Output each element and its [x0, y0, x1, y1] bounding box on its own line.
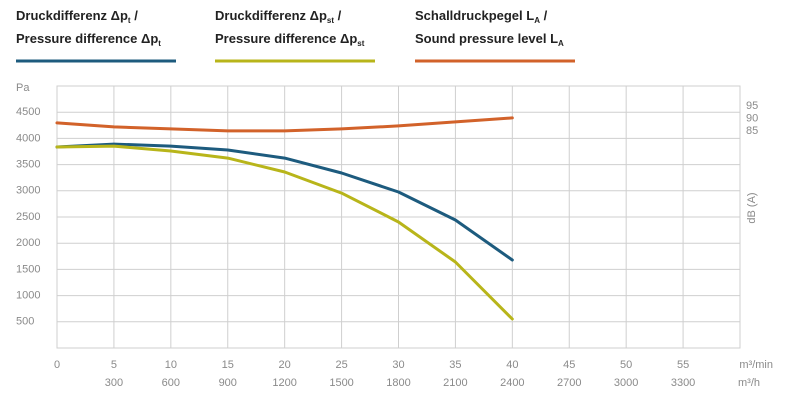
x2-tick-label: 3000 [614, 377, 638, 389]
legend-text: / [131, 8, 139, 23]
y2-tick-label: 85 [746, 125, 758, 137]
x-tick-label: 20 [279, 359, 291, 371]
y2-axis-label: dB (A) [746, 192, 758, 223]
y-tick-label: 500 [16, 316, 34, 328]
legend-subscript: A [534, 16, 540, 25]
x2-tick-label: 1800 [386, 377, 410, 389]
x2-tick-label: 2700 [557, 377, 581, 389]
x2-tick-label: 1500 [329, 377, 353, 389]
x2-tick-label: 2400 [500, 377, 524, 389]
legend-label: Pressure difference Δpst [215, 31, 365, 48]
legend-text: / [334, 8, 342, 23]
legend-subscript: A [558, 39, 564, 48]
series-line [55, 144, 514, 321]
y-tick-label: 4000 [16, 132, 40, 144]
x-tick-label: 50 [620, 359, 632, 371]
x-tick-label: 5 [111, 359, 117, 371]
x-tick-label: 0 [54, 359, 60, 371]
x2-axis-label: m³/h [738, 377, 760, 389]
legend-label: Druckdifferenz Δpt / [16, 8, 138, 25]
series-line [55, 142, 514, 262]
legend-subscript: st [327, 16, 334, 25]
legend-text: Druckdifferenz Δp [16, 8, 128, 23]
series-line [55, 116, 514, 133]
y2-tick-label: 90 [746, 112, 758, 124]
x-tick-label: 30 [392, 359, 404, 371]
legend-label: Druckdifferenz Δpst / [215, 8, 342, 25]
y-tick-label: 4500 [16, 106, 40, 118]
x2-tick-label: 900 [219, 377, 237, 389]
y-tick-label: 3000 [16, 185, 40, 197]
x-tick-label: 40 [506, 359, 518, 371]
legend-label: Schalldruckpegel LA / [415, 8, 548, 25]
legend-text: Schalldruckpegel L [415, 8, 534, 23]
legend-subscript: st [357, 39, 364, 48]
legend-text: Pressure difference Δp [215, 31, 357, 46]
x2-tick-label: 600 [162, 377, 180, 389]
x-axis-label: m³/min [739, 359, 773, 371]
x-tick-label: 25 [335, 359, 347, 371]
y-tick-label: 1000 [16, 290, 40, 302]
x-tick-label: 55 [677, 359, 689, 371]
legend-text: / [540, 8, 548, 23]
y-tick-label: 3500 [16, 159, 40, 171]
legend-label: Sound pressure level LA [415, 31, 564, 48]
x-tick-label: 10 [165, 359, 177, 371]
x2-tick-label: 1200 [272, 377, 296, 389]
y-tick-label: 2500 [16, 211, 40, 223]
x-tick-label: 35 [449, 359, 461, 371]
x2-tick-label: 300 [105, 377, 123, 389]
y-tick-label: 2000 [16, 237, 40, 249]
legend-subscript: t [158, 39, 161, 48]
legend-text: Sound pressure level L [415, 31, 558, 46]
legend-label: Pressure difference Δpt [16, 31, 161, 48]
legend-subscript: t [128, 16, 131, 25]
x-tick-label: 15 [222, 359, 234, 371]
x-tick-label: 45 [563, 359, 575, 371]
x2-tick-label: 2100 [443, 377, 467, 389]
legend-text: Druckdifferenz Δp [215, 8, 327, 23]
x2-tick-label: 3300 [671, 377, 695, 389]
legend-text: Pressure difference Δp [16, 31, 158, 46]
y-tick-label: 1500 [16, 263, 40, 275]
y2-tick-label: 95 [746, 100, 758, 112]
y-axis-label: Pa [16, 82, 30, 94]
